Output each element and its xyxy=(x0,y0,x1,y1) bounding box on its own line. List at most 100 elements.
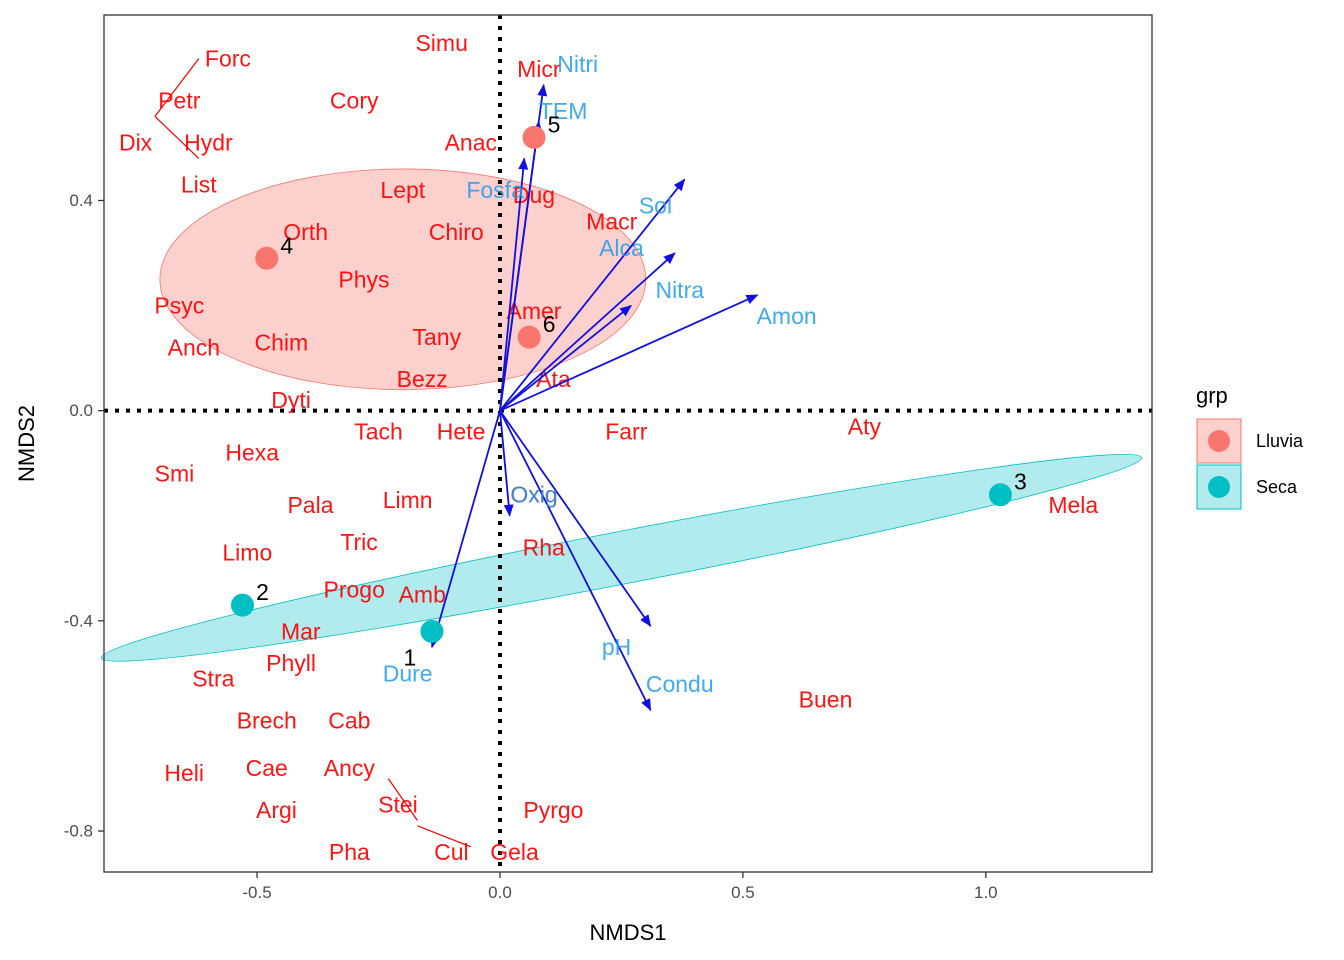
species-label-stei: Stei xyxy=(378,792,418,818)
env-arrow-tem xyxy=(499,120,543,411)
env-arrow-dure xyxy=(430,410,501,649)
species-label-tach: Tach xyxy=(354,419,403,445)
env-label-amon: Amon xyxy=(757,303,817,329)
legend-swatch-lluvia xyxy=(1208,430,1230,452)
env-label-ph: pH xyxy=(602,634,631,660)
legend-swatch-seca xyxy=(1208,476,1230,498)
env-label-sol: Sol xyxy=(639,193,672,219)
y-tick-label: -0.8 xyxy=(64,822,93,841)
species-label-lept: Lept xyxy=(380,177,425,203)
species-label-ancy: Ancy xyxy=(324,755,376,781)
species-label-orth: Orth xyxy=(283,219,328,245)
env-arrow-nitra xyxy=(499,304,632,412)
y-tick-label: 0.4 xyxy=(69,191,93,210)
species-label-limn: Limn xyxy=(383,487,433,513)
site-label-5: 5 xyxy=(548,111,561,137)
env-label-nitri: Nitri xyxy=(557,51,598,77)
species-label-simu: Simu xyxy=(415,30,467,56)
species-label-petr: Petr xyxy=(158,88,201,114)
env-label-dure: Dure xyxy=(383,660,433,686)
species-label-chim: Chim xyxy=(255,329,309,355)
site-label-6: 6 xyxy=(543,311,556,337)
ellipse-seca xyxy=(100,453,1142,662)
legend-title: grp xyxy=(1196,383,1228,408)
species-label-rha: Rha xyxy=(523,534,565,560)
site-point-3 xyxy=(988,483,1012,507)
species-label-progo: Progo xyxy=(324,576,385,602)
species-label-bezz: Bezz xyxy=(397,366,448,392)
species-label-psyc: Psyc xyxy=(154,293,204,319)
species-label-brech: Brech xyxy=(237,708,297,734)
env-label-nitra: Nitra xyxy=(655,277,704,303)
site-point-5 xyxy=(522,125,546,149)
species-label-pyrgo: Pyrgo xyxy=(523,797,583,823)
legend-label-seca: Seca xyxy=(1256,477,1298,497)
species-label-dyti: Dyti xyxy=(271,387,311,413)
species-label-anch: Anch xyxy=(168,335,220,361)
env-label-oxig: Oxig xyxy=(510,482,557,508)
site-point-4 xyxy=(255,246,279,270)
species-label-amer: Amer xyxy=(507,298,562,324)
species-label-hete: Hete xyxy=(437,419,486,445)
env-arrow-fosfa xyxy=(499,157,529,411)
species-label-oxig: Oxig xyxy=(510,482,557,508)
species-label-dix: Dix xyxy=(119,130,153,156)
env-label-condu: Condu xyxy=(646,671,714,697)
species-label-macr: Macr xyxy=(586,208,637,234)
site-point-2 xyxy=(230,593,254,617)
env-arrow-ph xyxy=(499,410,652,627)
species-label-mela: Mela xyxy=(1048,492,1098,518)
species-label-anac: Anac xyxy=(445,130,497,156)
species-label-chiro: Chiro xyxy=(429,219,484,245)
env-label-alca: Alca xyxy=(599,235,644,261)
species-label-gela: Gela xyxy=(490,839,539,865)
leader-line xyxy=(154,115,200,159)
leader-line xyxy=(387,778,418,821)
species-label-stra: Stra xyxy=(192,666,234,692)
x-tick-label: -0.5 xyxy=(242,883,271,902)
x-tick-label: 0.5 xyxy=(731,883,755,902)
species-label-hydr: Hydr xyxy=(184,130,233,156)
env-label-tem: TEM xyxy=(539,98,588,124)
site-label-2: 2 xyxy=(256,579,269,605)
species-label-cory: Cory xyxy=(330,88,379,114)
x-axis-title: NMDS1 xyxy=(589,920,666,945)
legend-label-lluvia: Lluvia xyxy=(1256,431,1304,451)
species-label-cul: Cul xyxy=(434,839,469,865)
site-label-3: 3 xyxy=(1014,469,1027,495)
species-label-mar: Mar xyxy=(281,618,321,644)
env-label-fosfa: Fosfa xyxy=(466,177,524,203)
species-label-argi: Argi xyxy=(256,797,297,823)
species-label-limo: Limo xyxy=(222,540,272,566)
species-label-smi: Smi xyxy=(155,461,195,487)
leader-line xyxy=(417,825,472,848)
species-label-ata: Ata xyxy=(536,366,571,392)
leader-line xyxy=(154,58,200,117)
y-tick-label: 0.0 xyxy=(69,401,93,420)
site-point-1 xyxy=(420,619,444,643)
env-arrow-sol xyxy=(499,178,686,412)
species-label-pala: Pala xyxy=(287,492,333,518)
y-axis-title: NMDS2 xyxy=(14,405,39,482)
species-label-aty: Aty xyxy=(848,413,882,439)
species-label-list: List xyxy=(181,172,217,198)
species-label-hexa: Hexa xyxy=(225,440,279,466)
site-label-1: 1 xyxy=(404,644,417,670)
site-label-4: 4 xyxy=(280,232,293,258)
species-label-phyll: Phyll xyxy=(266,650,316,676)
species-label-buen: Buen xyxy=(799,687,853,713)
env-arrow-condu xyxy=(499,410,652,712)
x-tick-label: 0.0 xyxy=(488,883,512,902)
species-label-tany: Tany xyxy=(413,324,462,350)
env-arrow-amon xyxy=(499,294,759,412)
species-label-forc: Forc xyxy=(205,46,251,72)
y-tick-label: -0.4 xyxy=(64,611,93,630)
species-label-farr: Farr xyxy=(605,419,648,445)
species-label-cae: Cae xyxy=(246,755,288,781)
species-label-heli: Heli xyxy=(164,760,204,786)
plot-panel-border xyxy=(103,14,1153,873)
site-point-6 xyxy=(517,325,541,349)
env-arrow-oxig xyxy=(499,410,514,517)
species-label-cab: Cab xyxy=(328,708,370,734)
